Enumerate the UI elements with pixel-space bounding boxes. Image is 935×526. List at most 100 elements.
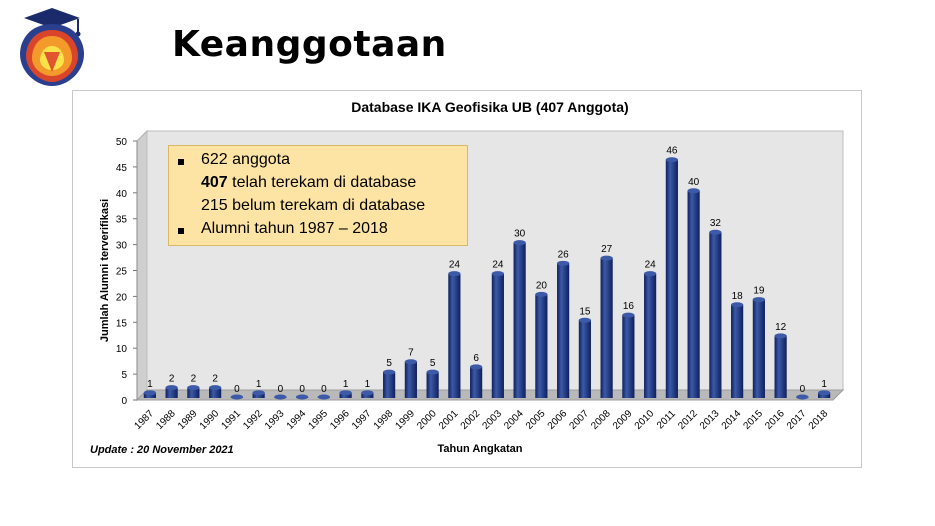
x-tick-label-1993: 1993 bbox=[263, 408, 287, 432]
x-tick-label-1987: 1987 bbox=[132, 408, 156, 432]
page-title: Keanggotaan bbox=[172, 24, 447, 65]
data-label-2013: 32 bbox=[710, 218, 722, 229]
data-label-1987: 1 bbox=[147, 379, 153, 390]
x-tick-label-2006: 2006 bbox=[546, 408, 570, 432]
x-tick-label-2014: 2014 bbox=[720, 408, 744, 432]
data-label-1996: 1 bbox=[343, 379, 349, 390]
bar-2005 bbox=[535, 291, 548, 398]
bar-2012 bbox=[687, 188, 700, 398]
y-tick-label: 30 bbox=[116, 241, 128, 252]
x-tick-label-1989: 1989 bbox=[176, 408, 200, 432]
y-tick-label: 25 bbox=[116, 267, 128, 278]
x-tick-label-1996: 1996 bbox=[328, 408, 352, 432]
note-line-recorded: 407 telah terekam di database bbox=[201, 174, 416, 192]
y-tick-label: 10 bbox=[116, 344, 128, 355]
x-tick-label-1995: 1995 bbox=[306, 408, 330, 432]
bar-2001 bbox=[448, 271, 461, 398]
bar-1989 bbox=[187, 385, 200, 398]
data-label-1990: 2 bbox=[212, 374, 218, 385]
bar-2006 bbox=[557, 260, 570, 398]
chart-side-wall bbox=[136, 129, 148, 402]
note-recorded-text: telah terekam di database bbox=[227, 174, 417, 191]
x-tick-label-2012: 2012 bbox=[676, 408, 700, 432]
data-label-1989: 2 bbox=[191, 374, 197, 385]
data-label-2004: 30 bbox=[514, 229, 526, 240]
x-tick-label-2015: 2015 bbox=[741, 408, 765, 432]
data-label-2005: 20 bbox=[536, 280, 548, 291]
x-tick-label-2001: 2001 bbox=[437, 408, 461, 432]
data-label-1995: 0 bbox=[321, 384, 327, 395]
bar-2002 bbox=[470, 364, 483, 398]
note-line-years: Alumni tahun 1987 – 2018 bbox=[201, 220, 388, 237]
bar-2007 bbox=[578, 317, 591, 398]
x-tick-label-2003: 2003 bbox=[480, 408, 504, 432]
bar-1994 bbox=[296, 394, 309, 400]
note-recorded-count: 407 bbox=[201, 174, 228, 191]
x-tick-label-1994: 1994 bbox=[285, 408, 309, 432]
y-tick-label: 5 bbox=[121, 370, 127, 381]
bar-2017 bbox=[796, 394, 809, 400]
bar-1999 bbox=[404, 359, 417, 398]
bar-2009 bbox=[622, 312, 635, 398]
y-tick-label: 35 bbox=[116, 215, 128, 226]
bar-2010 bbox=[644, 271, 657, 398]
bar-1992 bbox=[252, 390, 265, 398]
data-label-2016: 12 bbox=[775, 322, 787, 333]
x-tick-label-1998: 1998 bbox=[372, 408, 396, 432]
data-label-1988: 2 bbox=[169, 374, 175, 385]
x-tick-label-2007: 2007 bbox=[567, 408, 591, 432]
data-label-2006: 26 bbox=[558, 249, 570, 260]
bar-1987 bbox=[143, 390, 156, 398]
data-label-2015: 19 bbox=[753, 286, 765, 297]
x-tick-label-2004: 2004 bbox=[502, 408, 526, 432]
bar-2003 bbox=[491, 271, 504, 398]
data-label-2002: 6 bbox=[473, 353, 479, 364]
data-label-2018: 1 bbox=[821, 379, 827, 390]
x-tick-label-2011: 2011 bbox=[655, 408, 678, 431]
x-tick-label-2018: 2018 bbox=[807, 408, 831, 432]
x-tick-label-2000: 2000 bbox=[415, 408, 439, 432]
bullet-icon bbox=[178, 228, 184, 234]
update-date: Update : 20 November 2021 bbox=[90, 444, 234, 456]
data-label-2003: 24 bbox=[492, 260, 504, 271]
bar-2008 bbox=[600, 255, 613, 398]
x-tick-label-2013: 2013 bbox=[698, 408, 722, 432]
summary-note: 622 anggota 407 telah terekam di databas… bbox=[168, 145, 468, 246]
x-tick-label-1992: 1992 bbox=[241, 408, 265, 432]
data-label-1992: 1 bbox=[256, 379, 262, 390]
data-label-2001: 24 bbox=[449, 260, 461, 271]
y-tick-label: 0 bbox=[121, 396, 127, 407]
bar-1998 bbox=[383, 369, 396, 398]
x-tick-label-1999: 1999 bbox=[393, 408, 417, 432]
y-tick-label: 20 bbox=[116, 292, 128, 303]
data-label-2012: 40 bbox=[688, 177, 700, 188]
data-label-2010: 24 bbox=[645, 260, 657, 271]
x-tick-label-2005: 2005 bbox=[524, 408, 548, 432]
bar-1996 bbox=[339, 390, 352, 398]
data-label-2017: 0 bbox=[800, 384, 806, 395]
bar-2000 bbox=[426, 369, 439, 398]
bar-1988 bbox=[165, 385, 178, 398]
x-axis-label: Tahun Angkatan bbox=[438, 443, 523, 455]
data-label-2011: 46 bbox=[666, 146, 678, 157]
x-tick-label-1988: 1988 bbox=[154, 408, 178, 432]
bullet-icon bbox=[178, 159, 184, 165]
x-tick-label-2010: 2010 bbox=[633, 408, 657, 432]
note-line-unrecorded: 215 belum terekam di database bbox=[201, 197, 426, 214]
bar-2011 bbox=[665, 157, 678, 398]
bar-1995 bbox=[317, 394, 330, 400]
x-tick-label-2009: 2009 bbox=[611, 408, 635, 432]
data-label-2014: 18 bbox=[732, 291, 744, 302]
x-tick-label-2008: 2008 bbox=[589, 408, 613, 432]
data-label-2007: 15 bbox=[579, 306, 591, 317]
note-line-total: 622 anggota bbox=[201, 151, 290, 168]
y-axis-label: Jumlah Alumni terverifikasi bbox=[99, 199, 111, 342]
data-label-1993: 0 bbox=[278, 384, 284, 395]
bar-2014 bbox=[731, 302, 744, 398]
x-tick-label-1990: 1990 bbox=[198, 408, 222, 432]
data-label-1998: 5 bbox=[386, 358, 392, 369]
bar-2018 bbox=[818, 390, 831, 398]
bar-1990 bbox=[209, 385, 222, 398]
y-tick-label: 50 bbox=[116, 137, 128, 148]
